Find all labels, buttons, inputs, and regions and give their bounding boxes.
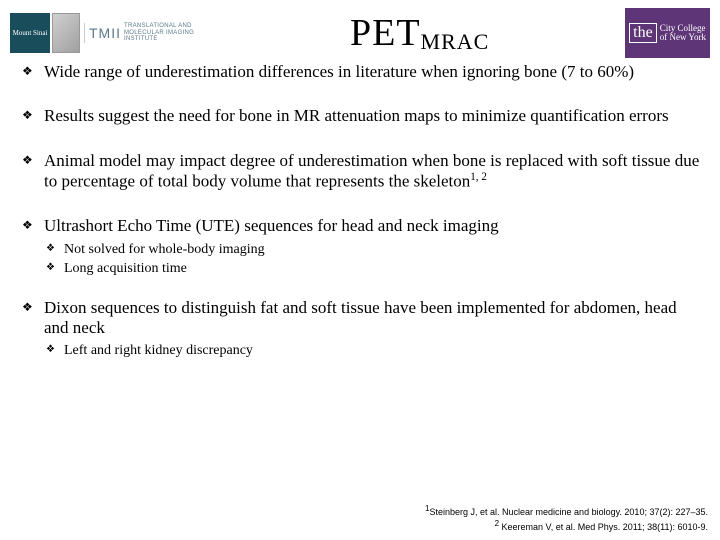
sub-bullet-item: Long acquisition time [44,260,700,278]
left-logos: Mount Sinai TMII TRANSLATIONAL ANDMOLECU… [10,13,194,53]
bullet-superscript: 1, 2 [470,171,487,183]
sub-bullet-item: Not solved for whole-body imaging [44,241,700,259]
bullet-item: Animal model may impact degree of undere… [20,151,700,192]
bullet-text: Dixon sequences to distinguish fat and s… [44,298,677,337]
title-subscript: MRAC [421,29,490,54]
sub-bullet-item: Left and right kidney discrepancy [44,342,700,360]
slide-body: Wide range of underestimation difference… [0,62,720,360]
ccny-the: the [629,23,657,43]
bullet-text: Wide range of underestimation difference… [44,62,634,81]
mesh-logo-icon [52,13,80,53]
bullet-text: Animal model may impact degree of undere… [44,151,699,191]
bullet-text: Results suggest the need for bone in MR … [44,106,669,125]
ccny-logo: the City Collegeof New York [625,8,710,58]
sub-bullet-list: Left and right kidney discrepancy [44,342,700,360]
bullet-item: Dixon sequences to distinguish fat and s… [20,298,700,360]
bullet-item: Results suggest the need for bone in MR … [20,106,700,126]
bullet-item: Ultrashort Echo Time (UTE) sequences for… [20,216,700,277]
tmii-full-name: TRANSLATIONAL ANDMOLECULAR IMAGINGINSTIT… [124,23,194,43]
mount-sinai-logo-icon: Mount Sinai [10,13,50,53]
tmii-acronym: TMII [89,25,121,41]
slide-header: Mount Sinai TMII TRANSLATIONAL ANDMOLECU… [0,0,720,62]
tmii-logo: TMII TRANSLATIONAL ANDMOLECULAR IMAGINGI… [84,23,194,43]
bullet-item: Wide range of underestimation difference… [20,62,700,82]
sub-bullet-list: Not solved for whole-body imagingLong ac… [44,241,700,278]
bullet-text: Ultrashort Echo Time (UTE) sequences for… [44,216,499,235]
mount-sinai-logo-text: Mount Sinai [13,30,48,37]
bullet-list: Wide range of underestimation difference… [20,62,700,360]
citation-1-text: Steinberg J, et al. Nuclear medicine and… [429,507,708,517]
citation-2: 2 Keereman V, et al. Med Phys. 2011; 38(… [425,518,708,534]
title-main: PET [350,12,421,54]
slide-title: PETMRAC [350,11,489,55]
citation-1: 1Steinberg J, et al. Nuclear medicine an… [425,503,708,519]
ccny-text: City Collegeof New York [660,24,706,42]
citation-2-text: Keereman V, et al. Med Phys. 2011; 38(11… [499,522,708,532]
citations: 1Steinberg J, et al. Nuclear medicine an… [425,503,708,534]
